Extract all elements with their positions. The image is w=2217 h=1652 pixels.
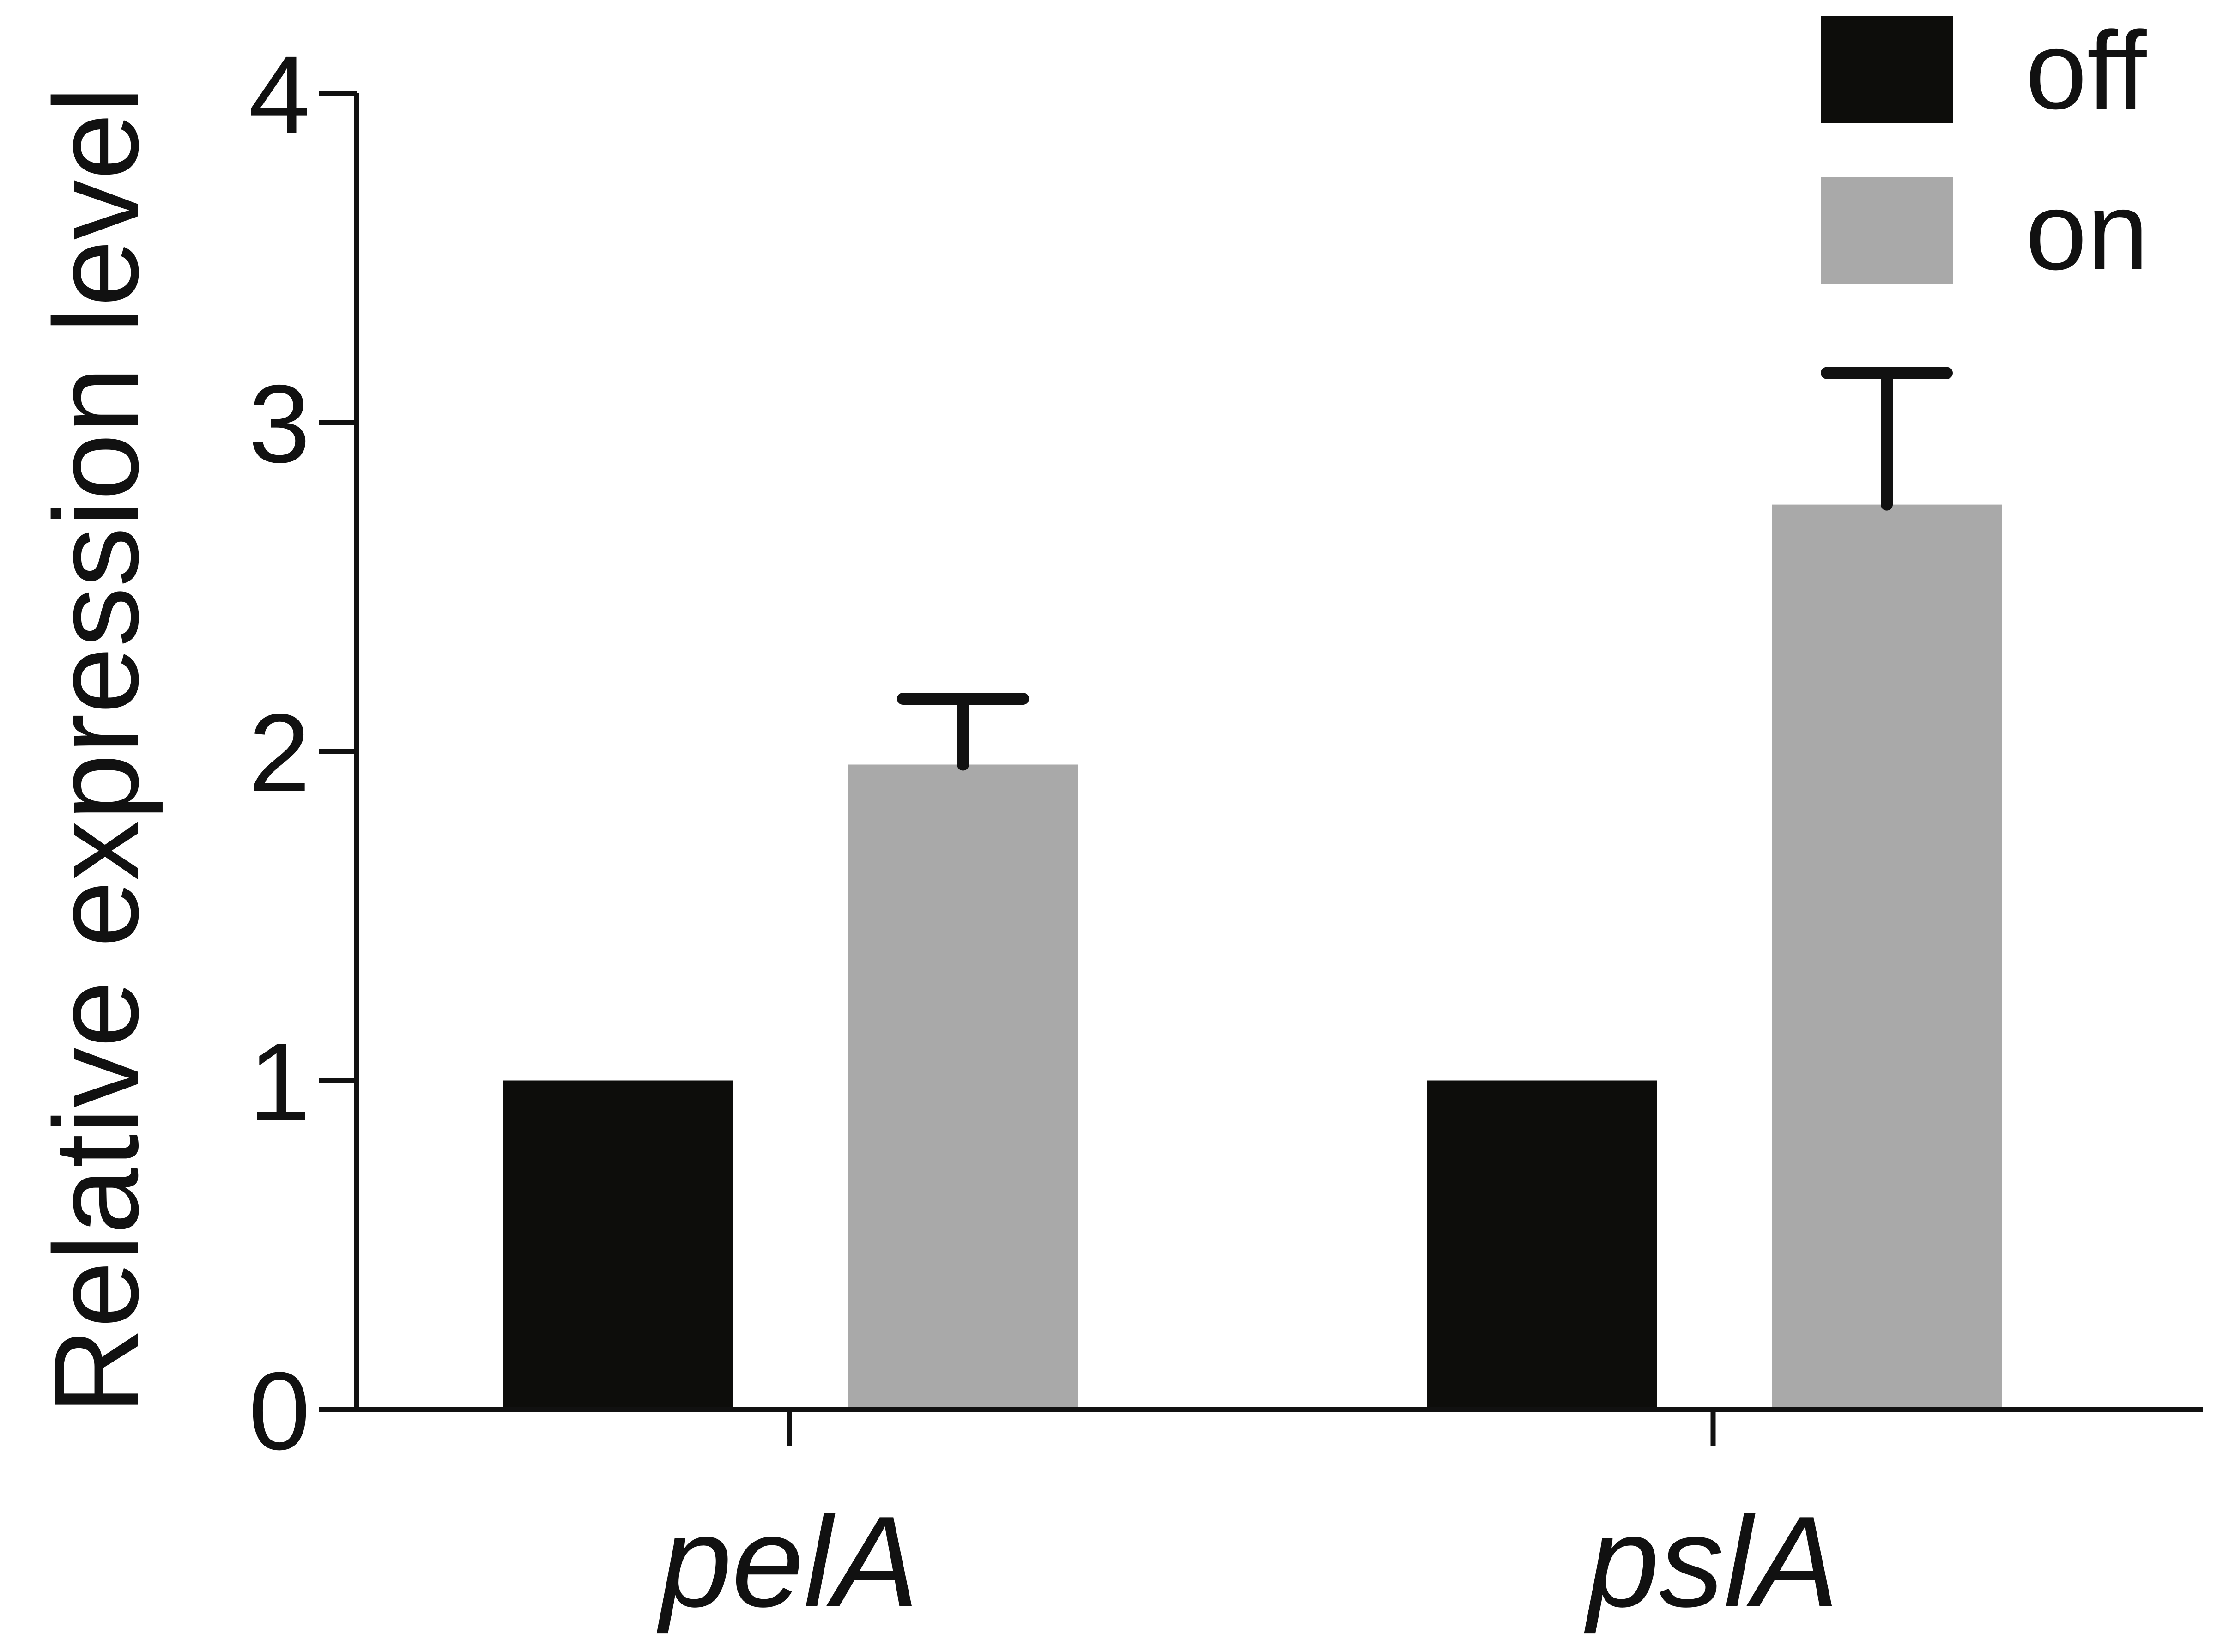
legend-swatch-on [1821, 177, 1953, 284]
y-tick-label: 0 [248, 1349, 310, 1473]
x-category-label: pslA [1583, 1490, 1839, 1634]
bar-off-pslA [1427, 1080, 1657, 1410]
bars-group [503, 504, 2002, 1410]
legend-label-on: on [2025, 169, 2149, 293]
y-axis-label: Relative expression level [30, 86, 164, 1415]
bar-on-pelA [848, 764, 1078, 1410]
x-ticks-group: pelA pslA [656, 1410, 1839, 1634]
bar-on-pslA [1772, 504, 2002, 1410]
legend: off on [1821, 8, 2149, 293]
bar-off-pelA [503, 1080, 733, 1410]
y-tick-label: 3 [248, 362, 310, 486]
error-bars-group [897, 367, 1953, 771]
y-ticks-group: 0 1 2 3 4 [248, 33, 357, 1473]
legend-swatch-off [1821, 16, 1953, 123]
y-tick-label: 2 [248, 691, 310, 815]
x-category-label: pelA [656, 1490, 919, 1634]
y-tick-label: 4 [248, 33, 310, 157]
y-tick-label: 1 [248, 1020, 310, 1144]
legend-label-off: off [2025, 8, 2147, 132]
